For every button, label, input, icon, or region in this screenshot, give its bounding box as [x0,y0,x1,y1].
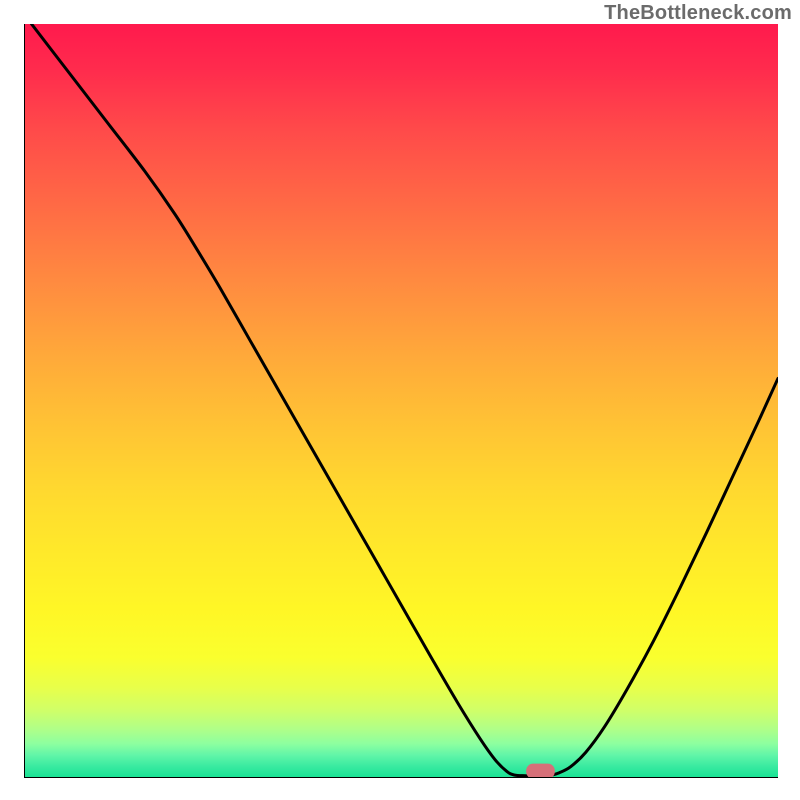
watermark-text: TheBottleneck.com [604,2,792,25]
chart-container: TheBottleneck.com [0,0,800,800]
optimal-marker [526,764,555,779]
plot-area [24,24,778,779]
bottleneck-chart [0,0,800,800]
gradient-background [24,24,778,778]
